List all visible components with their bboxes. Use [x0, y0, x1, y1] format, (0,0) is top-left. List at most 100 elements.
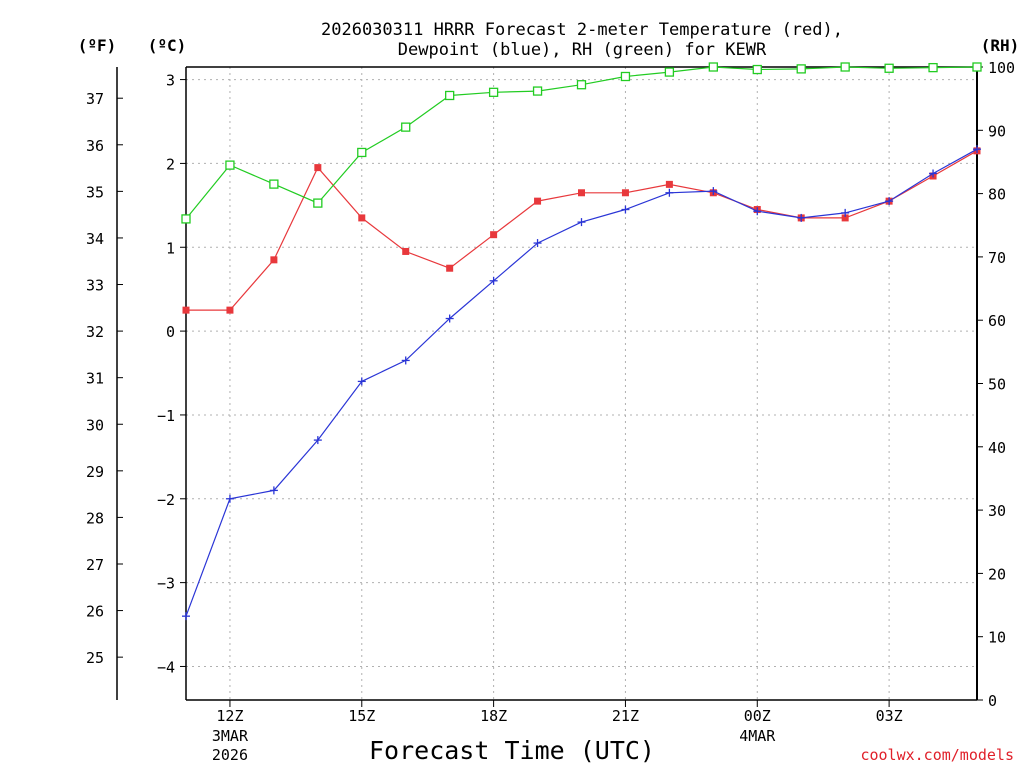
rh-point [357, 147, 367, 158]
x-tick-label: 03Z [876, 707, 903, 725]
dewpoint-point [797, 213, 806, 222]
dewpoint-point [225, 494, 234, 503]
temperature-line [186, 150, 978, 311]
rh-point [884, 63, 894, 73]
fahrenheit-tick-label: 32 [86, 323, 104, 341]
rh-axis-label: (RH) [981, 36, 1020, 55]
rh-point [752, 64, 762, 75]
temperature-point [665, 180, 673, 188]
temperature-point [402, 247, 410, 255]
x-tick-label: 21Z [612, 707, 639, 725]
fahrenheit-tick-label: 25 [86, 649, 104, 667]
x-tick-date: 4MAR [739, 727, 776, 745]
dewpoint-point [269, 486, 278, 495]
fahrenheit-tick-label: 30 [86, 416, 104, 434]
rh-point [576, 80, 587, 90]
fahrenheit-tick-label: 26 [86, 603, 104, 621]
plot-axes [116, 66, 978, 701]
dewpoint-point [621, 205, 630, 214]
temperature-point [226, 306, 234, 314]
temperature-point [578, 189, 585, 197]
celsius-tick-label: 1 [166, 239, 175, 257]
rh-tick-label: 10 [988, 629, 1006, 647]
rh-point [445, 90, 455, 101]
celsius-tick-label: −1 [157, 407, 175, 425]
rh-tick-label: 40 [988, 439, 1006, 457]
dewpoint-point [401, 356, 410, 365]
x-tick-date: 3MAR [212, 727, 249, 745]
dewpoint-point [841, 208, 850, 217]
celsius-tick-label: −3 [157, 575, 175, 593]
rh-point [313, 198, 323, 208]
fahrenheit-tick-label: 31 [86, 370, 104, 388]
rh-point [225, 160, 235, 170]
rh-tick-label: 90 [988, 122, 1006, 140]
fahrenheit-axis-label: (ºF) [78, 36, 117, 55]
temperature-point [182, 306, 190, 314]
temperature-point [841, 214, 849, 222]
celsius-axis-label: (ºC) [148, 36, 187, 55]
fahrenheit-tick-label: 29 [86, 463, 104, 481]
rh-tick-label: 60 [988, 312, 1006, 330]
fahrenheit-tick-label: 27 [86, 556, 104, 574]
x-axis-title: Forecast Time (UTC) [369, 736, 655, 765]
rh-point [840, 62, 850, 72]
rh-point [796, 64, 806, 74]
celsius-tick-label: −4 [157, 658, 175, 676]
rh-tick-label: 50 [988, 376, 1006, 394]
dewpoint-point [489, 276, 498, 285]
dewpoint-point [753, 207, 762, 216]
rh-tick-label: 20 [988, 565, 1006, 583]
rh-point [664, 67, 675, 77]
dewpoint-point [445, 314, 454, 323]
chart-title-line1: 2026030311 HRRR Forecast 2-meter Tempera… [321, 20, 843, 40]
dewpoint-point [357, 377, 366, 386]
dewpoint-point [709, 187, 718, 196]
rh-tick-label: 0 [988, 692, 997, 710]
fahrenheit-tick-label: 34 [86, 230, 104, 248]
dewpoint-point [665, 188, 674, 197]
rh-point [401, 122, 411, 132]
x-tick-label: 12Z [216, 707, 243, 725]
rh-point [972, 62, 982, 72]
fahrenheit-tick-label: 36 [86, 137, 104, 155]
dewpoint-point [973, 145, 981, 154]
rh-point [708, 62, 718, 72]
x-tick-label: 18Z [480, 707, 507, 725]
fahrenheit-tick-label: 37 [86, 90, 104, 108]
rh-point [532, 86, 543, 96]
x-tick-year: 2026 [212, 746, 248, 764]
fahrenheit-tick-label: 28 [86, 509, 104, 527]
rh-point [269, 179, 279, 189]
rh-tick-label: 30 [988, 502, 1006, 520]
temperature-point [314, 164, 322, 172]
celsius-tick-label: 0 [166, 323, 175, 341]
temperature-point [621, 189, 629, 197]
data-series [181, 62, 982, 621]
dewpoint-point [577, 218, 586, 227]
rh-point [928, 62, 938, 73]
dewpoint-point [533, 239, 542, 248]
dewpoint-point [182, 612, 190, 621]
rh-point [181, 214, 191, 224]
dewpoint-point [885, 197, 894, 206]
chart-title-line2: Dewpoint (blue), RH (green) for KEWR [398, 40, 767, 60]
temperature-point [490, 231, 498, 239]
fahrenheit-tick-label: 33 [86, 277, 104, 295]
grid-lines [186, 67, 977, 700]
rh-tick-label: 80 [988, 186, 1006, 204]
credit-text: coolwx.com/models [860, 746, 1014, 764]
fahrenheit-tick-label: 35 [86, 183, 104, 201]
dewpoint-point [929, 169, 938, 178]
celsius-tick-label: 2 [166, 155, 175, 173]
celsius-tick-label: −2 [157, 491, 175, 509]
temperature-point [446, 264, 454, 272]
dewpoint-point [313, 436, 322, 445]
rh-tick-label: 100 [988, 59, 1015, 77]
celsius-tick-label: 3 [166, 72, 175, 90]
temperature-point [358, 214, 366, 222]
rh-point [488, 87, 499, 97]
rh-point [620, 71, 631, 82]
